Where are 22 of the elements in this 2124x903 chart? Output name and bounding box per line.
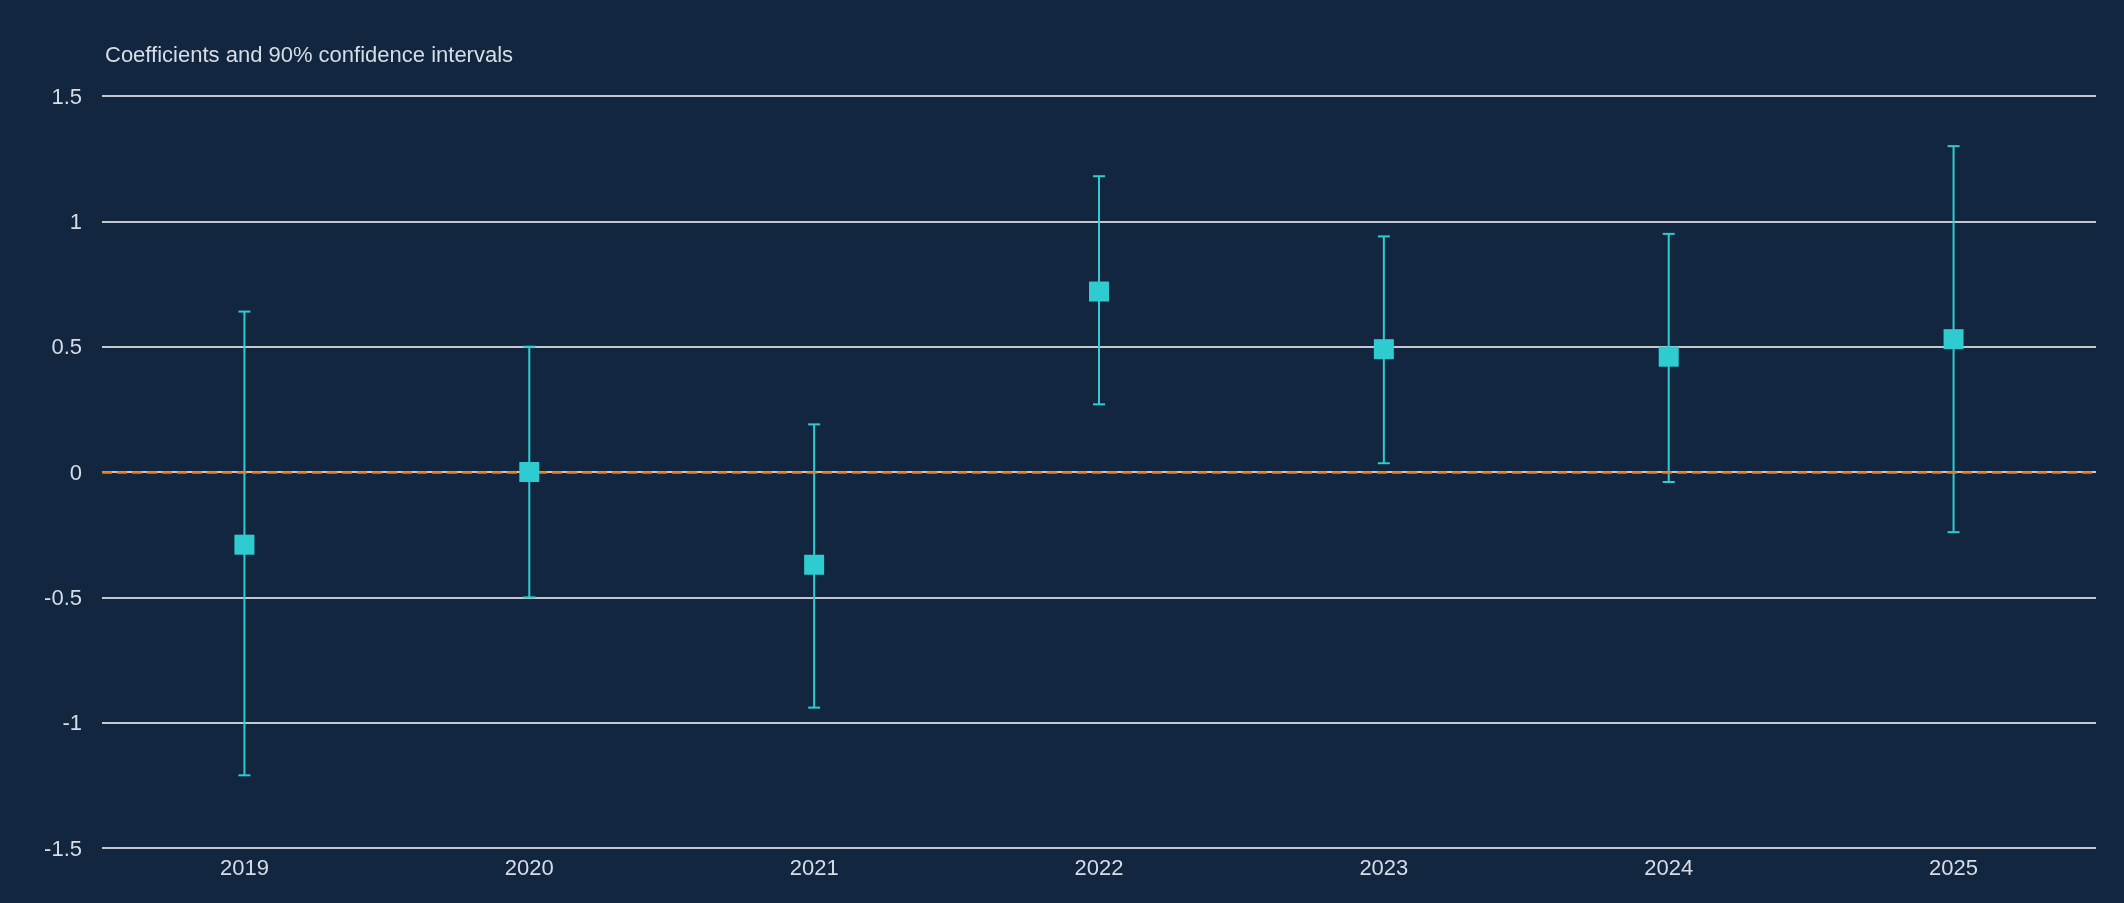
point [1373, 339, 1394, 360]
chart-title: Coefficients and 90% confidence intervals [105, 41, 514, 67]
point [1943, 329, 1964, 350]
y-tick-label: -0.5 [44, 584, 82, 610]
y-tick-label: 1.5 [51, 83, 82, 109]
point [519, 462, 540, 482]
y-tick-label: -1.5 [44, 835, 82, 861]
x-tick-label: 2025 [1929, 854, 1979, 880]
x-tick-label: 2022 [1074, 854, 1124, 880]
point [1658, 346, 1679, 367]
point [234, 534, 255, 555]
x-tick-label: 2019 [219, 854, 269, 880]
x-tick-label: 2023 [1359, 854, 1409, 880]
y-tick-label: 1 [69, 208, 82, 234]
point [1089, 281, 1109, 302]
y-tick-label: 0.5 [51, 334, 82, 360]
x-tick-label: 2020 [504, 854, 554, 880]
y-tick-label: 0 [69, 459, 82, 485]
y-tick-label: -1 [62, 710, 82, 736]
x-tick-label: 2024 [1644, 854, 1694, 880]
point [804, 554, 825, 575]
x-tick-label: 2021 [789, 854, 839, 880]
